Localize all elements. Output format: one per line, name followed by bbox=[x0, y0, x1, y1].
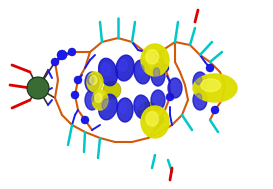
Ellipse shape bbox=[87, 72, 103, 92]
Ellipse shape bbox=[87, 94, 94, 102]
Circle shape bbox=[74, 76, 82, 84]
Circle shape bbox=[71, 91, 79, 99]
Circle shape bbox=[57, 50, 67, 60]
Circle shape bbox=[51, 58, 59, 66]
Ellipse shape bbox=[85, 72, 99, 92]
Ellipse shape bbox=[193, 90, 207, 110]
Ellipse shape bbox=[141, 44, 169, 76]
Circle shape bbox=[211, 106, 219, 114]
Ellipse shape bbox=[201, 79, 221, 91]
Ellipse shape bbox=[151, 64, 165, 86]
Circle shape bbox=[27, 77, 49, 99]
Ellipse shape bbox=[119, 60, 127, 71]
Ellipse shape bbox=[137, 64, 144, 75]
Ellipse shape bbox=[134, 95, 150, 119]
Circle shape bbox=[161, 64, 169, 72]
Circle shape bbox=[156, 116, 164, 124]
Ellipse shape bbox=[195, 94, 202, 102]
Ellipse shape bbox=[153, 94, 160, 102]
Ellipse shape bbox=[146, 112, 159, 126]
Circle shape bbox=[81, 116, 89, 124]
Ellipse shape bbox=[102, 99, 110, 110]
Ellipse shape bbox=[99, 58, 117, 86]
Ellipse shape bbox=[195, 75, 202, 84]
Circle shape bbox=[206, 64, 214, 72]
Ellipse shape bbox=[146, 50, 159, 64]
Circle shape bbox=[166, 93, 174, 101]
Circle shape bbox=[103, 81, 121, 99]
Ellipse shape bbox=[99, 94, 117, 120]
Ellipse shape bbox=[116, 55, 134, 81]
Ellipse shape bbox=[193, 72, 207, 92]
Ellipse shape bbox=[151, 90, 165, 110]
Circle shape bbox=[68, 48, 76, 56]
Ellipse shape bbox=[137, 99, 144, 110]
Ellipse shape bbox=[87, 75, 94, 84]
Ellipse shape bbox=[153, 68, 160, 78]
Ellipse shape bbox=[193, 74, 237, 102]
Ellipse shape bbox=[141, 106, 169, 138]
Ellipse shape bbox=[92, 90, 108, 110]
Ellipse shape bbox=[168, 78, 182, 98]
Circle shape bbox=[138, 102, 158, 122]
Ellipse shape bbox=[134, 60, 150, 84]
Ellipse shape bbox=[95, 94, 102, 102]
Ellipse shape bbox=[102, 63, 111, 75]
Ellipse shape bbox=[170, 81, 177, 91]
Ellipse shape bbox=[120, 102, 127, 113]
Ellipse shape bbox=[90, 75, 97, 84]
Ellipse shape bbox=[117, 98, 133, 122]
Ellipse shape bbox=[85, 90, 99, 110]
